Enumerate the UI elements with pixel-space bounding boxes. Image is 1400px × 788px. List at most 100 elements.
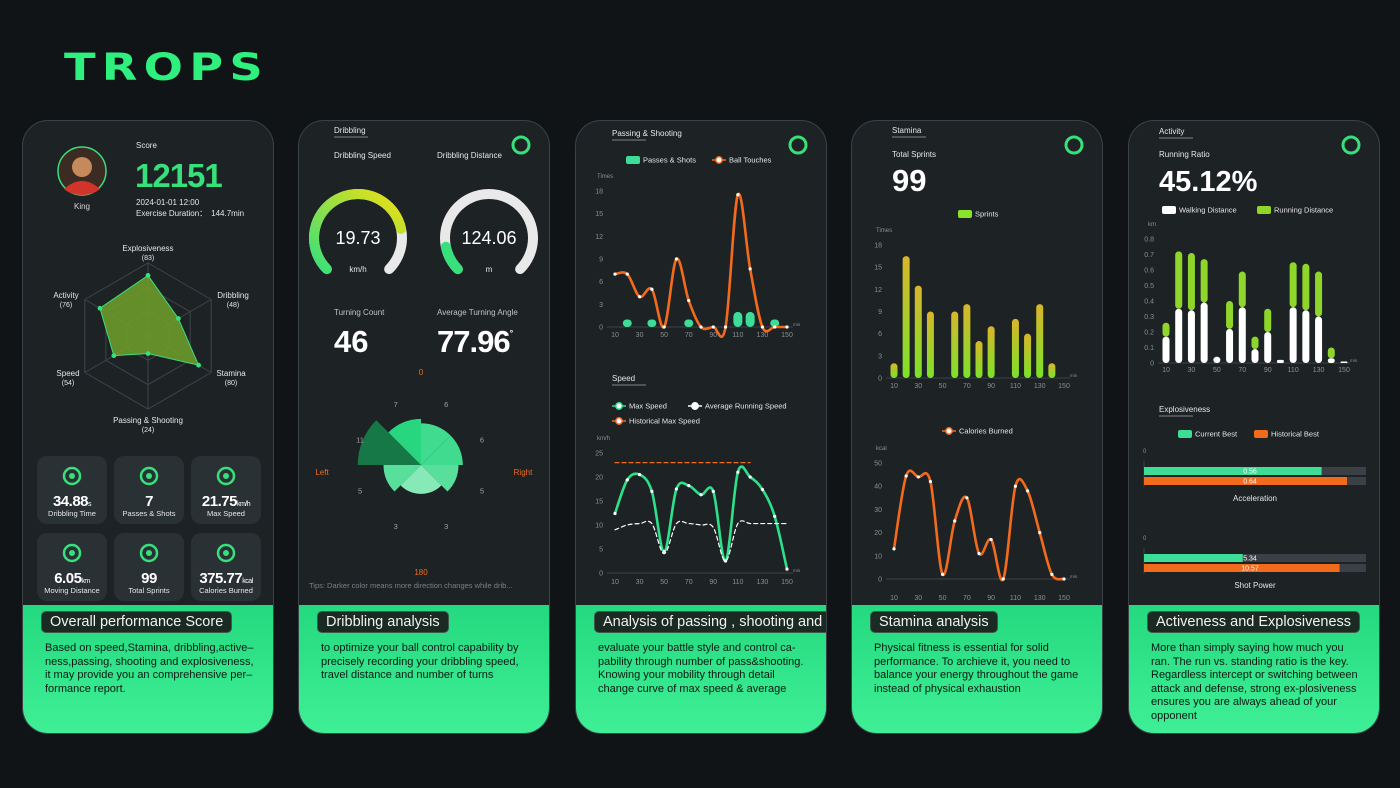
bar <box>914 285 922 378</box>
legend-swatch <box>626 156 640 164</box>
duration: Exercise Duration： 144.7min <box>136 209 244 218</box>
y-tick-label: 15 <box>874 265 882 272</box>
bar <box>975 341 983 378</box>
stacked-bar <box>1162 322 1170 337</box>
y-tick-label: 10 <box>874 553 882 560</box>
status-ring <box>1064 135 1084 155</box>
rose-sector <box>383 465 421 492</box>
x-tick-label: 130 <box>1313 367 1325 374</box>
x-tick-label: 10 <box>611 332 619 339</box>
stacked-bar <box>1251 349 1259 363</box>
line-point <box>785 567 789 571</box>
stacked-bar <box>1175 251 1183 309</box>
stat-number: 34.88 <box>53 493 88 510</box>
stacked-bar <box>1302 310 1310 363</box>
stacked-bar <box>1340 361 1348 363</box>
x-tick-label: 110 <box>1010 383 1021 390</box>
x-tick-label: 150 <box>781 332 793 339</box>
radar-point <box>111 353 117 359</box>
rose-value-label: 3 <box>444 522 448 531</box>
bar <box>622 319 632 327</box>
rose-sector <box>421 465 442 494</box>
card-content: Dribbling Dribbling Speed 19.73 km/h Dribbli… <box>309 126 538 590</box>
stat-icon-dot <box>146 550 152 556</box>
x-unit: min <box>1070 373 1078 378</box>
stacked-bar <box>1162 336 1170 363</box>
gauge-label: Dribbling Speed <box>334 151 391 160</box>
stat-tile <box>37 533 107 601</box>
rose-sector <box>357 420 421 465</box>
y-tick-label: 0 <box>878 577 882 584</box>
section-title: Speed <box>612 374 635 383</box>
x-unit: min <box>793 568 801 573</box>
line-point <box>723 325 728 329</box>
stat-tile <box>37 456 107 524</box>
stat-icon-dot <box>69 473 75 479</box>
line-point <box>953 519 957 523</box>
stacked-bar <box>1187 310 1195 363</box>
y-tick-label: 12 <box>595 234 603 241</box>
section-title: Stamina <box>892 126 922 135</box>
stacked-bar <box>1327 347 1335 359</box>
caption-title: Activeness and Explosiveness <box>1147 611 1361 633</box>
legend-label: Calories Burned <box>959 427 1013 436</box>
direction-label: 180 <box>414 568 428 577</box>
group-label: Acceleration <box>1233 494 1277 503</box>
line-point <box>687 484 691 488</box>
stat-icon <box>139 466 159 486</box>
y-tick-label: 30 <box>874 507 882 514</box>
legend-label: Historical Max Speed <box>629 417 700 426</box>
hbar <box>1144 477 1347 485</box>
stat-unit: km/h <box>237 501 251 508</box>
stacked-bar <box>1276 359 1284 363</box>
bar <box>770 319 780 327</box>
y-tick-label: 18 <box>874 243 882 250</box>
card-content: King Score 12151 2024-01-01 12:00 Exercise D… <box>37 141 261 601</box>
x-tick-label: 130 <box>1034 595 1046 602</box>
x-tick-label: 90 <box>709 332 717 339</box>
y-tick-label: 0 <box>599 571 603 578</box>
caption-title: Overall performance Score <box>41 611 233 633</box>
stat-unit: s <box>88 501 92 508</box>
line-point <box>625 478 629 482</box>
stat-label: Dribbling Time <box>48 509 96 518</box>
y-tick-label: 0 <box>878 376 882 383</box>
stacked-bar <box>1264 308 1272 332</box>
bar-track <box>1144 554 1366 562</box>
stacked-bar <box>1213 356 1221 363</box>
metric-label: Total Sprints <box>892 150 936 159</box>
rose-value-label: 11 <box>356 436 364 445</box>
line-point <box>1013 484 1018 488</box>
phone-card: Passing & Shooting Passes & Shots Ball Tou… <box>575 120 827 734</box>
x-tick-label: 150 <box>1338 367 1350 374</box>
axis-title: km <box>1148 222 1156 228</box>
radar-axis-label: Speed <box>56 369 79 378</box>
rose-sector <box>421 423 451 465</box>
line-point <box>916 475 920 479</box>
legend-label: Ball Touches <box>729 156 772 165</box>
stacked-bar <box>1226 301 1234 329</box>
score-label: Score <box>136 141 157 150</box>
stat-number: 21.75 <box>202 493 237 510</box>
x-tick-label: 70 <box>685 332 693 339</box>
y-tick-label: 9 <box>599 257 603 264</box>
line-point <box>1025 489 1030 493</box>
stacked-bar <box>1315 271 1323 317</box>
x-tick-label: 30 <box>636 332 644 339</box>
caption-title: Analysis of passing , shooting and speed <box>594 611 826 633</box>
line-point <box>736 470 740 474</box>
y-tick-label: 9 <box>878 309 882 316</box>
caption-text: More than simply saying how much you ran… <box>1151 642 1358 722</box>
bar <box>987 326 995 378</box>
stat-number: 7 <box>145 493 153 510</box>
radar-value-label: (83) <box>142 255 154 262</box>
radar-point <box>97 305 103 311</box>
rose-value-label: 6 <box>444 400 448 409</box>
rose-value-label: 3 <box>394 522 398 531</box>
stat-tile <box>191 533 261 601</box>
stacked-bar <box>1315 316 1323 363</box>
radar-point <box>145 351 151 356</box>
radar-axis-label: Passing & Shooting <box>113 416 183 425</box>
line-series <box>614 520 788 562</box>
stat-icon <box>216 543 236 563</box>
